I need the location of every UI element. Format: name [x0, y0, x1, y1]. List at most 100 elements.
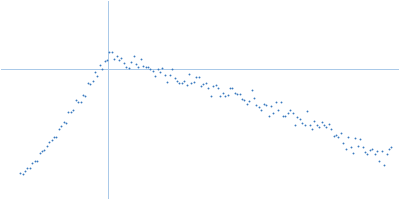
Point	[196, 76, 202, 79]
Point	[178, 81, 185, 85]
Point	[123, 66, 130, 69]
Point	[150, 69, 156, 72]
Point	[302, 123, 308, 126]
Point	[253, 104, 260, 107]
Point	[232, 91, 238, 94]
Point	[20, 173, 26, 176]
Point	[256, 105, 262, 109]
Point	[239, 97, 245, 100]
Point	[280, 114, 286, 117]
Point	[316, 125, 322, 129]
Point	[102, 59, 108, 62]
Point	[72, 98, 79, 102]
Point	[60, 121, 67, 124]
Point	[359, 145, 366, 149]
Point	[188, 81, 194, 84]
Point	[104, 58, 110, 61]
Point	[287, 108, 294, 111]
Point	[379, 149, 385, 153]
Point	[174, 79, 180, 82]
Point	[372, 152, 378, 156]
Point	[126, 67, 132, 70]
Point	[99, 67, 105, 70]
Point	[292, 123, 298, 126]
Point	[251, 97, 257, 100]
Point	[77, 100, 84, 103]
Point	[46, 140, 52, 143]
Point	[318, 121, 325, 124]
Point	[210, 84, 216, 87]
Point	[330, 134, 337, 138]
Point	[244, 102, 250, 105]
Point	[350, 151, 356, 154]
Point	[183, 84, 190, 87]
Point	[272, 101, 279, 104]
Point	[142, 65, 149, 69]
Point	[191, 80, 197, 84]
Point	[164, 80, 170, 83]
Point	[39, 149, 45, 152]
Point	[369, 147, 376, 151]
Point	[366, 148, 373, 151]
Point	[321, 124, 327, 127]
Point	[58, 125, 64, 128]
Point	[82, 95, 88, 98]
Point	[130, 54, 137, 58]
Point	[352, 136, 358, 140]
Point	[29, 162, 36, 165]
Point	[299, 121, 306, 124]
Point	[32, 159, 38, 162]
Point	[328, 128, 334, 131]
Point	[357, 137, 363, 141]
Point	[114, 55, 120, 58]
Point	[128, 60, 134, 63]
Point	[260, 103, 267, 106]
Point	[27, 166, 33, 169]
Point	[169, 67, 175, 70]
Point	[275, 109, 281, 112]
Point	[87, 82, 93, 85]
Point	[118, 57, 125, 60]
Point	[384, 153, 390, 156]
Point	[297, 117, 303, 121]
Point	[106, 51, 113, 54]
Point	[208, 95, 214, 98]
Point	[333, 134, 339, 137]
Point	[121, 62, 127, 65]
Point	[241, 98, 248, 101]
Point	[326, 122, 332, 126]
Point	[381, 163, 388, 167]
Point	[200, 82, 207, 86]
Point	[171, 76, 178, 79]
Point	[263, 103, 269, 106]
Point	[345, 135, 351, 139]
Point	[362, 150, 368, 154]
Point	[176, 81, 182, 84]
Point	[152, 74, 158, 77]
Point	[198, 84, 204, 87]
Point	[138, 58, 144, 61]
Point	[36, 151, 43, 155]
Point	[338, 132, 344, 135]
Point	[246, 100, 252, 103]
Point	[388, 145, 395, 149]
Point	[374, 150, 380, 153]
Point	[96, 64, 103, 67]
Point	[268, 104, 274, 108]
Point	[63, 122, 69, 125]
Point	[234, 93, 240, 96]
Point	[376, 159, 383, 163]
Point	[24, 166, 31, 170]
Point	[109, 50, 115, 54]
Point	[335, 136, 342, 139]
Point	[89, 79, 96, 82]
Point	[304, 110, 310, 113]
Point	[212, 84, 219, 87]
Point	[68, 110, 74, 114]
Point	[354, 145, 361, 148]
Point	[56, 127, 62, 130]
Point	[294, 116, 301, 119]
Point	[285, 111, 291, 115]
Point	[215, 87, 221, 90]
Point	[22, 169, 28, 173]
